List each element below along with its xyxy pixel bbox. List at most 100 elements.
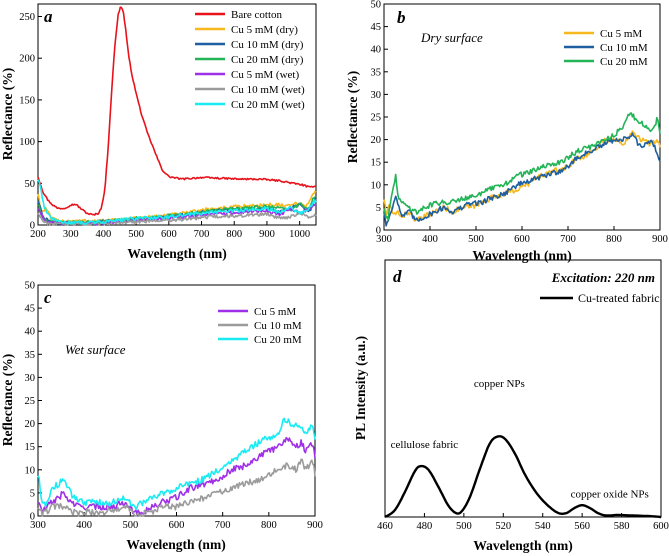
panel-a-ytick-label: 0 bbox=[30, 221, 35, 232]
panel-b-ytick-label: 10 bbox=[371, 180, 382, 191]
panel-c-annotation: Wet surface bbox=[65, 342, 126, 357]
panel-a-ytick-label: 250 bbox=[19, 12, 35, 23]
panel-b-annotation: Dry surface bbox=[420, 30, 483, 45]
legend-a-bare: Bare cotton bbox=[231, 9, 283, 21]
panel-b: 300 400 500 600 700 800 900 0 5 10 15 20 25 30 35 40 45 5… bbox=[345, 0, 668, 263]
panel-b-xtick-label: 500 bbox=[468, 234, 484, 245]
panel-c-ytick-label: 25 bbox=[25, 396, 36, 407]
panel-d-xtick-label: 580 bbox=[614, 521, 630, 532]
panel-d-ylabel: PL Intensity (a.u.) bbox=[353, 336, 368, 440]
panel-d-xtick-label: 500 bbox=[456, 521, 472, 532]
panel-d: 460 480 500 520 540 560 580 600 d Excitation: 2… bbox=[353, 259, 669, 553]
panel-c-xtick-label: 800 bbox=[261, 520, 277, 531]
panel-d-xtick-label: 480 bbox=[417, 521, 433, 532]
panel-c-ytick-label: 10 bbox=[25, 465, 36, 476]
panel-b-ytick-label: 35 bbox=[371, 67, 382, 78]
legend-a-cu20dry: Cu 20 mM (dry) bbox=[231, 54, 304, 66]
panel-a-xtick-label: 300 bbox=[63, 229, 79, 240]
panel-a-series-0 bbox=[37, 6, 316, 216]
panel-d-xtick-label: 520 bbox=[495, 521, 511, 532]
panel-b-legend: Cu 5 mM Cu 10 mM Cu 20 mM bbox=[564, 28, 648, 68]
legend-a-cu20wet: Cu 20 mM (wet) bbox=[231, 99, 305, 111]
panel-b-ytick-label: 25 bbox=[371, 113, 382, 124]
panel-c-xtick-label: 500 bbox=[122, 520, 138, 531]
panel-c-series-2 bbox=[37, 417, 316, 511]
panel-a-xlabel: Wavelength (nm) bbox=[127, 246, 226, 261]
panel-b-ytick-label: 30 bbox=[371, 90, 382, 101]
panel-b-xtick-label: 700 bbox=[560, 234, 576, 245]
legend-b-cu5: Cu 5 mM bbox=[600, 28, 642, 40]
panel-c-ylabel: Reflectance (%) bbox=[0, 354, 15, 447]
panel-d-ticks: 460 480 500 520 540 560 580 600 bbox=[377, 513, 669, 532]
legend-a-cu10dry: Cu 10 mM (dry) bbox=[231, 39, 304, 51]
panel-b-xtick-label: 600 bbox=[514, 234, 530, 245]
panel-a-xtick-label: 900 bbox=[259, 229, 275, 240]
panel-a-legend: Bare cotton Cu 5 mM (dry) Cu 10 mM (dry)… bbox=[195, 9, 305, 111]
panel-b-xlabel: Wavelength (nm) bbox=[472, 248, 571, 263]
panel-a-label: a bbox=[44, 7, 53, 26]
panel-c-xtick-label: 600 bbox=[169, 520, 185, 531]
panel-c-ytick-label: 15 bbox=[25, 442, 36, 453]
panel-c: 300 400 500 600 700 800 900 0 5 10 15 20 25 30 35 40 45 5… bbox=[0, 281, 323, 553]
panel-a-ylabel: Reflectance (%) bbox=[0, 68, 15, 161]
panel-c-ytick-label: 0 bbox=[30, 512, 35, 523]
panel-d-xtick-label: 560 bbox=[574, 521, 590, 532]
panel-d-label: d bbox=[393, 267, 402, 286]
panel-a-frame bbox=[37, 3, 317, 226]
legend-a-cu5wet: Cu 5 mM (wet) bbox=[231, 69, 299, 81]
panel-d-xlabel: Wavelength (nm) bbox=[473, 538, 572, 553]
panel-a: 200 300 400 500 600 700 800 900 1000 0 50 100 150 200… bbox=[0, 3, 317, 261]
panel-d-xtick-label: 540 bbox=[535, 521, 551, 532]
panel-b-ytick-label: 40 bbox=[371, 45, 382, 56]
panel-a-xtick-label: 800 bbox=[226, 229, 242, 240]
legend-c-cu20: Cu 20 mM bbox=[254, 334, 302, 346]
panel-b-xtick-label: 300 bbox=[376, 234, 392, 245]
panel-b-label: b bbox=[397, 8, 406, 27]
panel-a-xtick-label: 1000 bbox=[289, 229, 310, 240]
legend-b-cu10: Cu 10 mM bbox=[600, 42, 648, 54]
panel-d-legend: Cu-treated fabric bbox=[540, 291, 660, 305]
panel-d-xtick-label: 460 bbox=[377, 521, 393, 532]
panel-c-ytick-label: 30 bbox=[25, 373, 36, 384]
panel-c-ytick-label: 5 bbox=[30, 488, 35, 499]
panel-d-xtick-label: 600 bbox=[653, 521, 669, 532]
panel-a-ticks: 200 300 400 500 600 700 800 900 1000 0 50 100 150 200… bbox=[19, 12, 310, 240]
panel-c-series-1 bbox=[37, 458, 316, 517]
legend-c-cu5: Cu 5 mM bbox=[254, 306, 296, 318]
panel-c-ytick-label: 35 bbox=[25, 350, 36, 361]
panel-d-frame bbox=[384, 259, 662, 518]
panel-c-ytick-label: 50 bbox=[25, 281, 36, 292]
panel-b-series-0 bbox=[383, 130, 661, 222]
panel-c-ticks: 300 400 500 600 700 800 900 0 5 10 15 20 25 30 35 40 45 5… bbox=[25, 281, 323, 532]
panel-a-ytick-label: 100 bbox=[19, 137, 35, 148]
panel-b-ytick-label: 15 bbox=[371, 158, 382, 169]
panel-d-lines bbox=[384, 435, 662, 519]
legend-d-label: Cu-treated fabric bbox=[578, 291, 660, 305]
panel-c-xtick-label: 700 bbox=[215, 520, 231, 531]
panel-a-ytick-label: 200 bbox=[19, 54, 35, 65]
panel-c-lines bbox=[37, 417, 316, 517]
panel-b-ytick-label: 45 bbox=[371, 22, 382, 33]
panel-d-annotation-2: copper oxide NPs bbox=[571, 488, 649, 500]
panel-d-annotation-1: copper NPs bbox=[474, 378, 525, 390]
legend-a-cu5dry: Cu 5 mM (dry) bbox=[231, 24, 298, 36]
panel-b-ytick-label: 0 bbox=[376, 226, 381, 237]
panel-b-ytick-label: 5 bbox=[376, 203, 381, 214]
panel-a-xtick-label: 600 bbox=[161, 229, 177, 240]
panel-a-series-1 bbox=[37, 190, 317, 224]
panel-b-series-1 bbox=[383, 132, 661, 227]
legend-c-cu10: Cu 10 mM bbox=[254, 320, 302, 332]
legend-b-cu20: Cu 20 mM bbox=[600, 56, 648, 68]
panel-b-xtick-label: 800 bbox=[606, 234, 622, 245]
panel-b-lines bbox=[383, 112, 661, 227]
panel-b-xtick-label: 400 bbox=[422, 234, 438, 245]
panel-a-xtick-label: 700 bbox=[194, 229, 210, 240]
panel-c-ytick-label: 45 bbox=[25, 304, 36, 315]
panel-c-xtick-label: 900 bbox=[307, 520, 323, 531]
panel-d-annotations: cellulose fabric copper NPs copper oxide N… bbox=[391, 378, 649, 500]
panel-a-ytick-label: 150 bbox=[19, 95, 35, 106]
panel-c-xtick-label: 400 bbox=[76, 520, 92, 531]
panel-d-excitation: Excitation: 220 nm bbox=[551, 270, 655, 285]
panel-c-xtick-label: 300 bbox=[30, 520, 46, 531]
